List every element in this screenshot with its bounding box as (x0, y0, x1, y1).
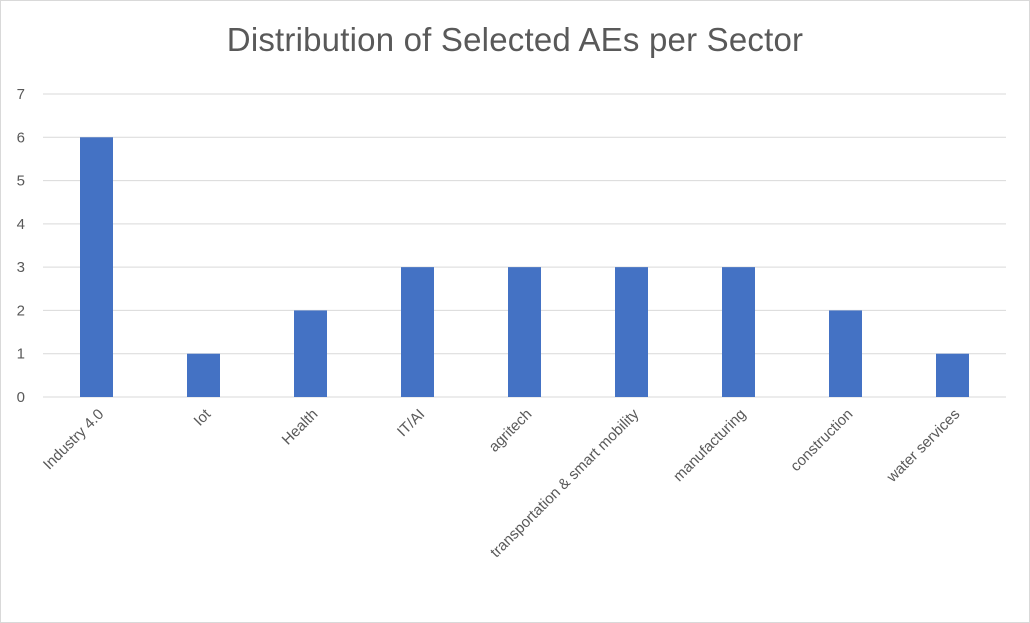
bar-3 (401, 267, 434, 397)
bar-1 (187, 353, 220, 397)
x-category-label: IT/AI (394, 406, 428, 440)
x-category-label: manufacturing (670, 406, 749, 485)
x-category-label: Iot (191, 405, 215, 429)
bar-0 (80, 137, 113, 398)
y-tick-label: 2 (17, 302, 25, 319)
y-tick-label: 3 (17, 259, 25, 276)
x-category-label: water services (883, 406, 964, 487)
bars (80, 137, 969, 398)
x-category-label: agritech (486, 406, 536, 456)
y-tick-label: 0 (17, 389, 25, 406)
x-category-label: Health (279, 406, 322, 449)
bar-7 (829, 310, 862, 397)
x-axis-category-labels: Industry 4.0 Iot Health IT/AI agritechtransp… (40, 405, 963, 561)
y-tick-label: 7 (17, 86, 25, 103)
chart-title: Distribution of Selected AEs per Sector (226, 21, 804, 58)
bar-8 (936, 353, 969, 397)
x-category-label: construction (787, 406, 856, 475)
bar-5 (615, 267, 648, 397)
bar-2 (294, 310, 327, 397)
y-tick-label: 1 (17, 346, 25, 363)
bar-4 (508, 267, 541, 397)
x-category-label: Industry 4.0 (40, 406, 107, 473)
y-tick-label: 4 (17, 216, 25, 233)
y-tick-label: 5 (17, 173, 25, 190)
bar-6 (722, 267, 755, 397)
y-tick-label: 6 (17, 129, 25, 146)
y-axis-tick-labels: 0 1 2 3 4 5 6 7 (17, 86, 25, 406)
